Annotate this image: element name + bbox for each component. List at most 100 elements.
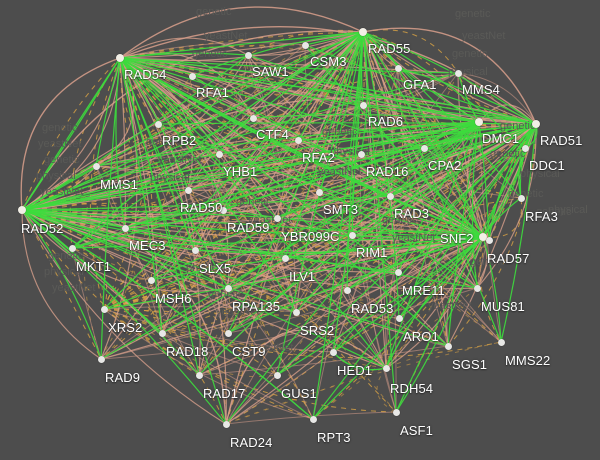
edge bbox=[119, 57, 537, 125]
edge bbox=[362, 31, 449, 347]
edge bbox=[21, 209, 278, 219]
edge bbox=[100, 57, 138, 360]
edge bbox=[119, 57, 391, 197]
edge bbox=[198, 345, 449, 376]
graph-node-rad59[interactable] bbox=[219, 206, 227, 214]
graph-node-rad16[interactable] bbox=[357, 150, 365, 158]
graph-node-gfa1[interactable] bbox=[394, 64, 402, 72]
graph-node-ctf4[interactable] bbox=[249, 114, 257, 122]
graph-node-snf2[interactable] bbox=[479, 233, 487, 241]
edge bbox=[198, 121, 480, 376]
edge bbox=[21, 57, 121, 211]
edge bbox=[21, 153, 220, 211]
graph-node-rad9[interactable] bbox=[97, 355, 105, 363]
graph-node-rad57[interactable] bbox=[485, 236, 493, 244]
graph-node-ybr099c[interactable] bbox=[273, 214, 281, 222]
edge bbox=[103, 191, 320, 310]
edge bbox=[103, 123, 537, 310]
graph-node-mms22[interactable] bbox=[497, 338, 505, 346]
edge bbox=[362, 31, 387, 369]
edge bbox=[198, 153, 362, 376]
graph-node-mkt1[interactable] bbox=[68, 244, 76, 252]
graph-node-rim1[interactable] bbox=[348, 231, 356, 239]
graph-node-hed1[interactable] bbox=[329, 348, 337, 356]
edge bbox=[21, 165, 97, 211]
graph-node-rfa2[interactable] bbox=[294, 136, 302, 144]
edge bbox=[119, 31, 364, 59]
edge bbox=[359, 153, 397, 413]
graph-node-rpa135[interactable] bbox=[224, 284, 232, 292]
graph-node-rfa1[interactable] bbox=[188, 72, 196, 80]
graph-node-rpt3[interactable] bbox=[309, 415, 317, 423]
graph-node-rdh54[interactable] bbox=[382, 364, 390, 372]
graph-node-dmc1[interactable] bbox=[475, 118, 483, 126]
graph-node-mms1[interactable] bbox=[92, 162, 100, 170]
graph-node-rfa3[interactable] bbox=[517, 194, 525, 202]
graph-node-mms4[interactable] bbox=[454, 69, 462, 77]
edge bbox=[119, 31, 364, 59]
edge bbox=[482, 197, 523, 238]
edge bbox=[362, 31, 480, 123]
edge bbox=[119, 6, 364, 59]
edge bbox=[360, 153, 484, 238]
edge bbox=[362, 31, 400, 319]
graph-node-rad18[interactable] bbox=[158, 329, 166, 337]
graph-node-rad3[interactable] bbox=[386, 192, 394, 200]
graph-node-xrs2[interactable] bbox=[100, 305, 108, 313]
graph-node-rpb2[interactable] bbox=[154, 120, 162, 128]
graph-node-srs2[interactable] bbox=[292, 308, 300, 316]
graph-node-mec3[interactable] bbox=[121, 224, 129, 232]
graph-node-msh6[interactable] bbox=[147, 276, 155, 284]
graph-node-rad51[interactable] bbox=[532, 120, 540, 128]
graph-node-rad17[interactable] bbox=[195, 371, 203, 379]
edge bbox=[297, 139, 484, 238]
edge bbox=[119, 57, 480, 123]
graph-node-mre11[interactable] bbox=[394, 268, 402, 276]
edge bbox=[362, 31, 397, 413]
edge bbox=[150, 279, 297, 313]
graph-node-rad53[interactable] bbox=[343, 286, 351, 294]
graph-node-rad6[interactable] bbox=[359, 101, 367, 109]
graph-node-slx5[interactable] bbox=[191, 246, 199, 254]
edge bbox=[100, 271, 399, 360]
edge bbox=[157, 44, 306, 125]
graph-node-ddc1[interactable] bbox=[521, 144, 529, 152]
graph-node-ilv1[interactable] bbox=[281, 254, 289, 262]
graph-node-aro1[interactable] bbox=[395, 314, 403, 322]
edge bbox=[103, 147, 526, 310]
graph-node-sgs1[interactable] bbox=[444, 342, 452, 350]
edge bbox=[119, 57, 387, 369]
edge bbox=[71, 247, 102, 360]
graph-node-asf1[interactable] bbox=[392, 408, 400, 416]
graph-node-cpa2[interactable] bbox=[420, 144, 428, 152]
edge bbox=[119, 45, 399, 69]
graph-node-rad52[interactable] bbox=[18, 206, 26, 214]
graph-node-mus81[interactable] bbox=[473, 284, 481, 292]
edge bbox=[100, 31, 364, 360]
edge bbox=[119, 57, 449, 347]
edge bbox=[119, 57, 224, 211]
edge bbox=[362, 31, 484, 238]
edge bbox=[457, 72, 537, 125]
graph-node-cst9[interactable] bbox=[224, 329, 232, 337]
edge bbox=[157, 123, 484, 238]
graph-node-csm3[interactable] bbox=[301, 41, 309, 49]
edge bbox=[397, 67, 484, 238]
edge bbox=[21, 209, 229, 289]
graph-node-rad24[interactable] bbox=[222, 420, 230, 428]
edge bbox=[191, 75, 484, 238]
edge bbox=[482, 123, 537, 238]
graph-node-gus1[interactable] bbox=[273, 371, 281, 379]
graph-node-saw1[interactable] bbox=[244, 51, 252, 59]
edge bbox=[21, 209, 478, 289]
edge bbox=[252, 117, 484, 238]
graph-node-rad55[interactable] bbox=[359, 28, 367, 36]
edge bbox=[252, 117, 391, 197]
graph-node-yhb1[interactable] bbox=[215, 150, 223, 158]
edge bbox=[95, 165, 484, 238]
graph-node-rad50[interactable] bbox=[184, 186, 192, 194]
edge bbox=[225, 329, 387, 425]
graph-node-rad54[interactable] bbox=[116, 54, 124, 62]
graph-node-smt3[interactable] bbox=[315, 188, 323, 196]
